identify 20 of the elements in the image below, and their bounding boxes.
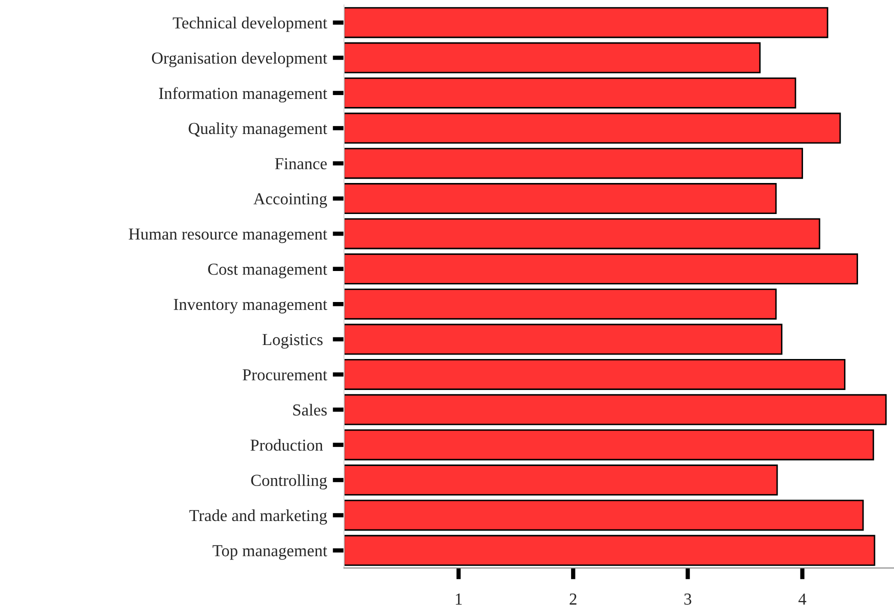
y-tick-label: Sales (293, 404, 327, 416)
x-tick-label: 1 (456, 594, 462, 605)
y-tick-label: Human resource management (128, 228, 328, 244)
y-tick-label: Quality management (188, 122, 328, 138)
x-tick-label: 3 (684, 594, 692, 605)
y-tick-label: Top management (212, 545, 328, 560)
x-tick-label: 2 (570, 594, 576, 605)
y-tick-label: Inventory management (174, 298, 328, 314)
y-tick-label: Production (250, 439, 323, 451)
y-tick-label: Information management (159, 87, 328, 102)
y-tick-label: Trade and marketing (189, 509, 328, 525)
y-tick-label: Technical development (172, 16, 328, 32)
y-tick-label: Accointing (253, 193, 328, 208)
y-tick-label: Logistics (262, 334, 323, 349)
y-tick-label: Finance (275, 158, 327, 170)
y-tick-label: Cost management (208, 264, 328, 278)
y-tick-label: Controlling (251, 474, 328, 490)
y-tick-label: Organisation development (152, 52, 328, 68)
x-tick-label: 4 (798, 594, 806, 605)
y-tick-label: Procurement (242, 369, 328, 380)
